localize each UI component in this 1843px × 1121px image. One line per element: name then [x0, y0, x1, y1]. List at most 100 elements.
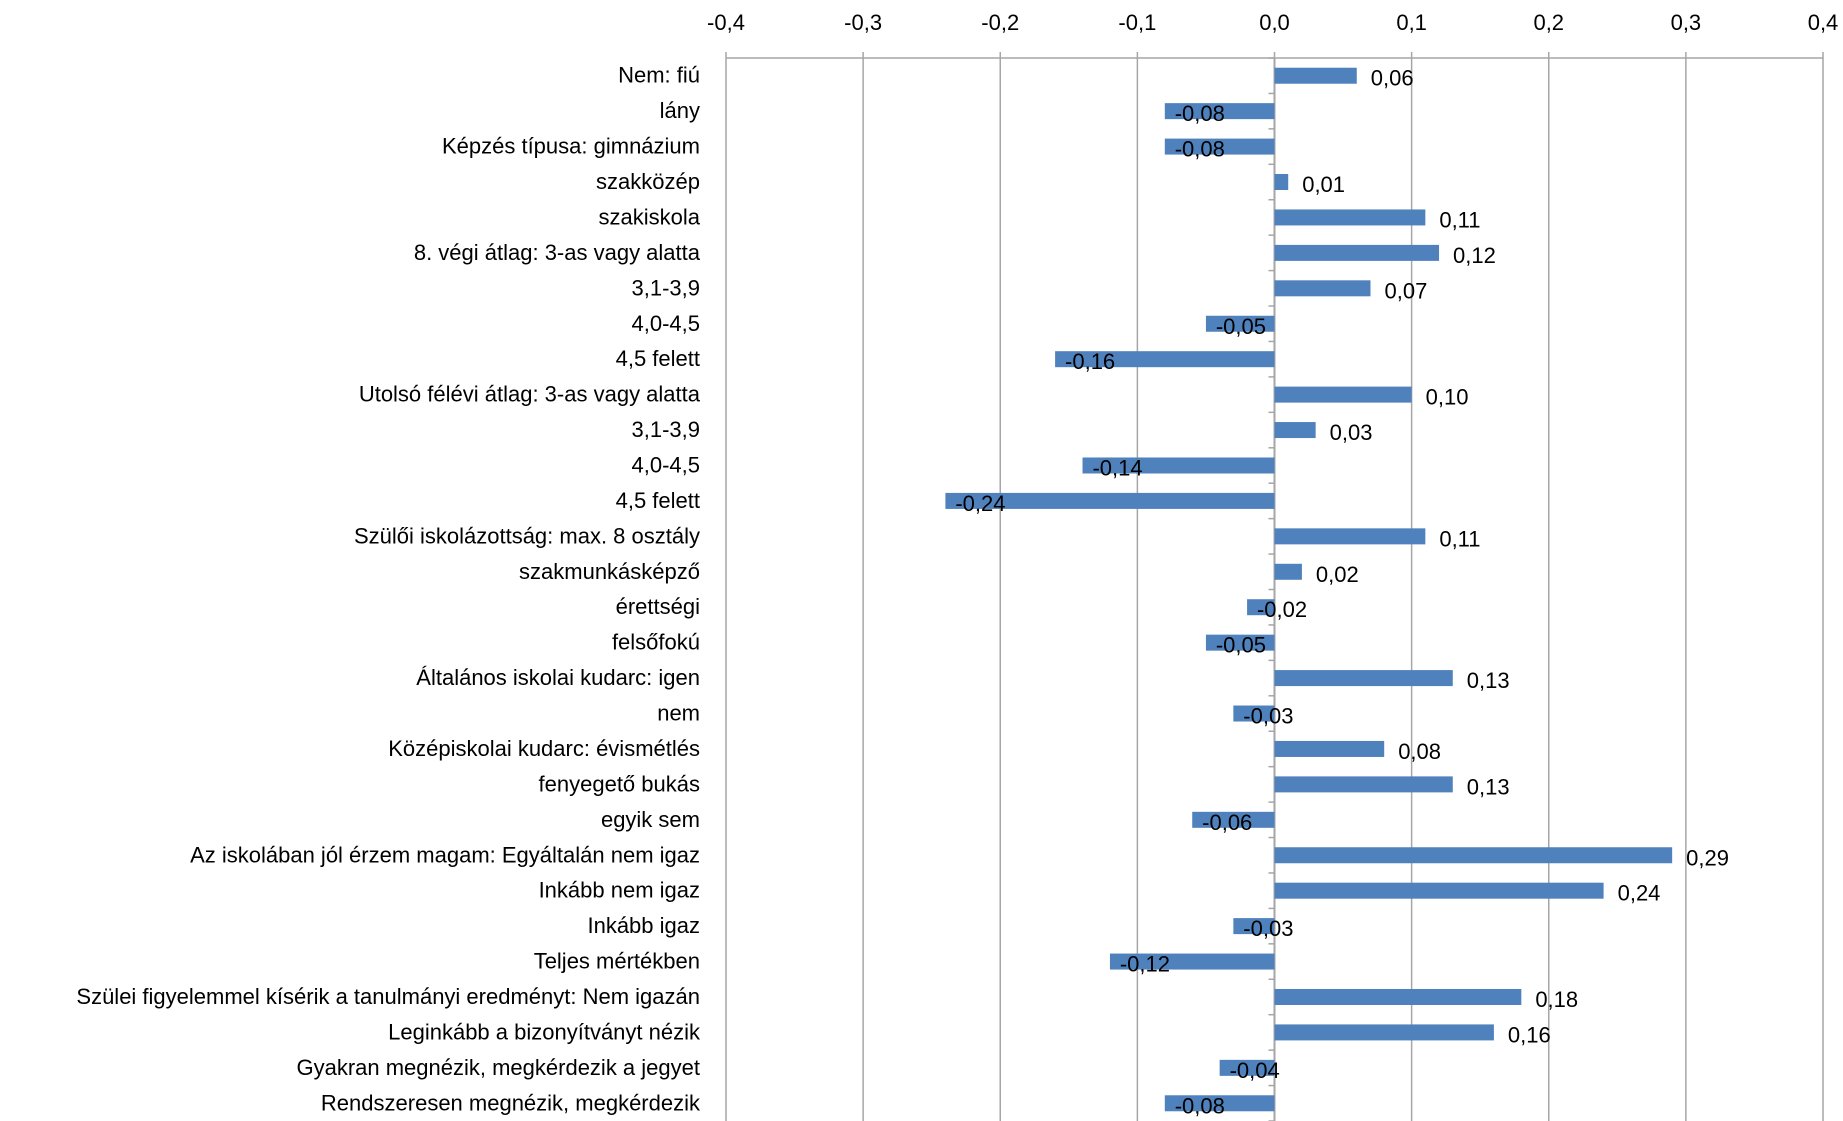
bar [1274, 670, 1453, 687]
category-label: 3,1-3,9 [632, 275, 701, 300]
category-label: Általános iskolai kudarc: igen [416, 665, 700, 690]
data-label: -0,05 [1216, 314, 1266, 339]
category-label: 3,1-3,9 [632, 417, 701, 442]
bar [1164, 138, 1275, 155]
data-label: 0,11 [1439, 526, 1480, 551]
data-label: -0,24 [955, 491, 1005, 516]
data-label: -0,08 [1175, 101, 1225, 126]
data-label: -0,02 [1257, 597, 1307, 622]
category-label: érettségi [616, 594, 700, 619]
category-label: Gyakran megnézik, megkérdezik a jegyet [296, 1055, 700, 1080]
category-label: Inkább igaz [587, 913, 700, 938]
data-label: 0,08 [1398, 739, 1441, 764]
data-label: 0,18 [1535, 987, 1578, 1012]
data-label: 0,11 [1439, 207, 1480, 232]
bar [1274, 280, 1371, 297]
category-label: Leginkább a bizonyítványt nézik [388, 1019, 701, 1044]
x-tick-label: -0,2 [981, 10, 1019, 35]
category-label: Szülei figyelemmel kísérik a tanulmányi … [76, 984, 700, 1009]
data-label: 0,07 [1384, 278, 1427, 303]
data-label: -0,12 [1120, 952, 1170, 977]
category-label: 4,5 felett [616, 488, 700, 513]
data-label: -0,03 [1243, 704, 1293, 729]
x-tick-label: 0,4 [1808, 10, 1839, 35]
category-label: Középiskolai kudarc: évismétlés [388, 736, 700, 761]
data-label: -0,16 [1065, 349, 1115, 374]
bar [1274, 244, 1440, 261]
x-tick-label: -0,3 [844, 10, 882, 35]
category-labels: Nem: fiú lány Képzés típusa: gimnázium szak… [76, 63, 701, 1116]
x-tick-label: 0,2 [1533, 10, 1564, 35]
bar [1233, 705, 1275, 722]
bar [1164, 1095, 1275, 1112]
data-label: -0,03 [1243, 916, 1293, 941]
bar [1274, 67, 1357, 84]
data-label: 0,10 [1426, 385, 1469, 410]
data-label: 0,13 [1467, 774, 1510, 799]
x-tick-label: -0,1 [1118, 10, 1156, 35]
data-label: -0,05 [1216, 633, 1266, 658]
bar [1247, 599, 1275, 616]
bar [1219, 1059, 1275, 1076]
data-label: -0,04 [1230, 1058, 1280, 1083]
category-label: Inkább nem igaz [539, 878, 700, 903]
data-label: -0,08 [1175, 137, 1225, 162]
category-label: Az iskolában jól érzem magam: Egyáltalán… [190, 842, 700, 867]
x-tick-label: 0,3 [1671, 10, 1702, 35]
data-label: 0,06 [1371, 66, 1414, 91]
category-label: Képzés típusa: gimnázium [442, 134, 700, 159]
data-labels: 0,06 -0,08 -0,08 0,01 0,11 0,12 0,07 -0,05 -0,16… [955, 66, 1729, 1119]
bar [1274, 988, 1522, 1005]
bar [1274, 882, 1604, 899]
data-label: -0,14 [1092, 455, 1142, 480]
bar [1205, 634, 1275, 651]
bar [1082, 457, 1275, 474]
bar [1274, 174, 1289, 191]
category-label: szakmunkásképző [519, 559, 700, 584]
category-label: szakközép [596, 169, 700, 194]
category-label: Szülői iskolázottság: max. 8 osztály [354, 523, 700, 548]
category-label: fenyegető bukás [539, 771, 700, 796]
bar [1274, 847, 1673, 864]
data-label: 0,29 [1686, 845, 1729, 870]
bar [1274, 422, 1316, 439]
data-label: -0,06 [1202, 810, 1252, 835]
category-label: Nem: fiú [618, 63, 700, 88]
data-label: 0,12 [1453, 243, 1496, 268]
bar [1274, 563, 1302, 580]
bar [1192, 811, 1275, 828]
bar [1274, 1024, 1494, 1041]
bar [945, 492, 1275, 509]
data-label: 0,02 [1316, 562, 1359, 587]
bar [1274, 528, 1426, 545]
category-label: 8. végi átlag: 3-as vagy alatta [414, 240, 701, 265]
category-label: Utolsó félévi átlag: 3-as vagy alatta [359, 382, 701, 407]
category-label: 4,0-4,5 [632, 311, 701, 336]
data-label: 0,24 [1618, 881, 1661, 906]
bar [1274, 740, 1385, 757]
data-label: 0,13 [1467, 668, 1510, 693]
category-label: 4,5 felett [616, 346, 700, 371]
bar [1274, 209, 1426, 226]
bar [1055, 351, 1275, 368]
data-label: 0,16 [1508, 1022, 1551, 1047]
category-label: 4,0-4,5 [632, 452, 701, 477]
bars [945, 67, 1673, 1112]
bar [1164, 103, 1275, 120]
category-label: Rendszeresen megnézik, megkérdezik [321, 1090, 701, 1115]
x-tick-label: 0,0 [1259, 10, 1290, 35]
category-label: felsőfokú [612, 630, 700, 655]
category-label: szakiskola [599, 204, 701, 229]
bar [1205, 315, 1275, 332]
x-tick-label: -0,4 [707, 10, 745, 35]
x-tick-label: 0,1 [1396, 10, 1427, 35]
category-label: lány [660, 98, 700, 123]
bar [1274, 776, 1453, 793]
x-axis: -0,4 -0,3 -0,2 -0,1 0,0 0,1 0,2 0,3 0,4 [707, 10, 1839, 59]
data-label: 0,01 [1302, 172, 1345, 197]
bar [1233, 918, 1275, 935]
category-label: Teljes mértékben [534, 949, 700, 974]
bar [1109, 953, 1275, 970]
category-label: egyik sem [601, 807, 700, 832]
